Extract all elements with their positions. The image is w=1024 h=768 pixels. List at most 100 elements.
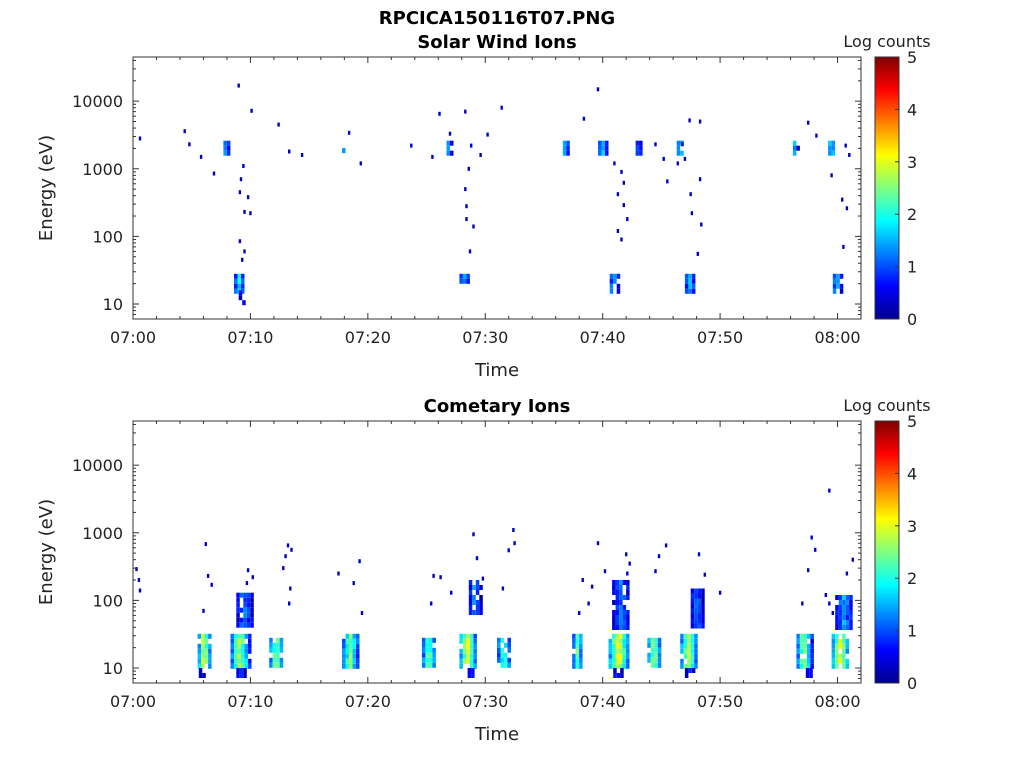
ion-cluster [684,668,696,678]
spectrogram-cell [684,288,689,294]
spectrogram-cell [345,653,349,659]
spectrogram-cell [500,647,504,653]
spectrogram-cell [683,633,688,639]
panel-title: Solar Wind Ions [417,32,576,53]
spectrogram-cell [237,653,241,659]
spectrogram-cell [622,648,626,654]
spectrogram-cell [810,658,814,664]
colorbar-label: Log counts [843,32,930,51]
count-point [596,541,600,546]
spectrogram-cell [647,637,651,643]
spectrogram-cell [626,643,630,649]
spectrogram-cell [803,663,807,669]
spectrogram-cell [619,615,623,620]
count-point [500,105,503,110]
spectrogram-cell [619,643,623,649]
spectrogram-cell [239,622,244,628]
spectrogram-cell [204,643,209,649]
count-point [352,581,355,586]
colorbar [874,420,900,684]
count-point [690,211,694,216]
spectrogram-cell [691,273,696,279]
spectrogram-cell [619,625,623,630]
x-axis: 07:00 07:10 07:20 07:30 07:40 07:50 08:00 [110,57,862,347]
spectrogram-cell [201,648,205,654]
spectrogram-cell [683,663,688,669]
ion-cluster [238,290,246,306]
spectrogram-cell [612,638,616,644]
spectrogram-cell [615,615,620,620]
count-point [626,217,629,222]
spectrogram-cell [230,653,234,659]
spectrogram-cell [356,638,360,644]
spectrogram-cell [466,643,470,649]
spectrogram-cell [250,622,254,628]
spectrogram-cell [197,663,202,669]
spectrogram-cell [425,647,429,653]
spectrogram-cell [250,602,254,608]
spectrogram-cell [237,278,241,284]
ion-cluster [835,595,853,630]
spectrogram-cell [342,643,346,649]
spectrogram-cell [579,633,583,639]
spectrogram-cell [468,610,473,615]
spectrogram-cell [619,585,623,590]
count-point [472,224,475,229]
spectrogram-cell [468,590,473,595]
spectrogram-cell [472,610,476,615]
count-point [831,611,834,615]
count-point [587,601,590,606]
spectrogram-cell [466,648,470,654]
count-point [698,119,702,124]
spectrogram-cell [650,647,655,653]
ion-cluster [805,668,813,678]
spectrogram-cell [684,273,689,279]
spectrogram-cell [605,140,609,146]
spectrogram-cell [688,668,692,673]
count-point [616,229,620,233]
spectrogram-cell [810,653,814,659]
count-point [513,541,516,546]
count-point [237,83,240,88]
spectrogram-cell [497,642,501,648]
spectrogram-cell [626,615,630,620]
spectrogram-cell [839,283,844,289]
count-point [578,611,581,615]
spectrogram-cell [616,288,621,294]
spectrogram-cell [613,278,617,284]
spectrogram-cell [647,657,651,663]
count-point [286,543,290,548]
colorbar-label: Log counts [843,396,930,415]
count-point [290,547,293,552]
count-point [841,197,844,202]
spectrogram-cell [609,273,614,279]
count-point [620,169,623,174]
x-tick-label: 07:20 [345,328,391,347]
spectrogram-cell [230,648,234,654]
spectrogram-cell [349,643,353,649]
ion-cluster [459,633,477,669]
x-tick-label: 07:10 [227,328,273,347]
spectrogram-cell [803,638,807,644]
y-tick-label: 100 [92,227,123,246]
spectrogram-cell [204,648,209,654]
spectrogram-cell [691,668,696,673]
spectrogram-cell [619,595,623,600]
y-tick-label: 10 [103,295,123,314]
spectrogram-cell [635,150,640,156]
spectrogram-cell [697,598,702,604]
spectrogram-cell [459,278,463,284]
count-point [807,120,810,125]
spectrogram-cell [349,658,353,664]
spectrogram-cell [475,580,480,585]
spectrogram-cell [352,658,356,664]
spectrogram-cell [694,593,698,599]
spectrogram-cell [835,625,839,630]
count-point [697,552,701,557]
spectrogram-cell [687,658,691,664]
spectrogram-cell [845,658,850,664]
spectrogram-cell [619,610,623,615]
spectrogram-cell [849,600,853,605]
spectrogram-cell [462,278,467,284]
